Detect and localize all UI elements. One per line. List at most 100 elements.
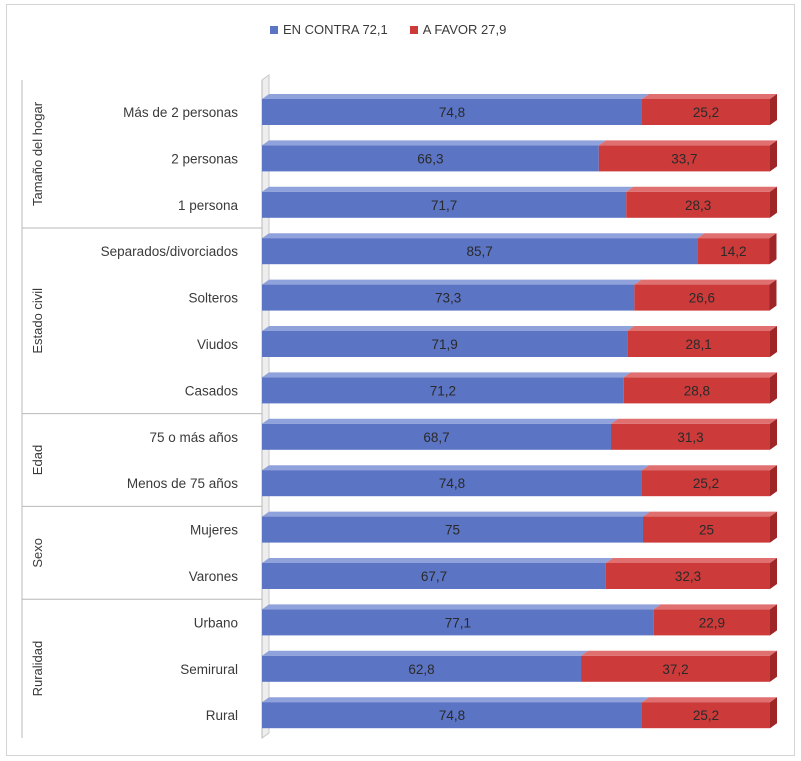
bar-en-contra-mujeres: [262, 516, 643, 543]
bar-a-favor-urbano: [653, 609, 770, 636]
value-label-en-contra-semirural: 62,8: [408, 662, 434, 677]
bar-side-urbano: [770, 604, 777, 636]
category-label-solteros: Solteros: [188, 291, 238, 306]
value-label-en-contra-varones: 67,7: [421, 569, 447, 584]
value-label-en-contra-mas-de-2-personas: 74,8: [439, 105, 465, 120]
bar-a-favor-menos-de-75-anos: [641, 470, 770, 497]
bar-side-casados: [770, 372, 777, 404]
category-label-2-personas: 2 personas: [171, 151, 238, 166]
legend-label-a-favor: A FAVOR 27,9: [422, 22, 507, 37]
bar-top-a-favor-varones: [605, 558, 777, 563]
value-label-a-favor-separados-divorciados: 14,2: [720, 244, 746, 259]
category-label-75-o-mas-anos: 75 o más años: [149, 430, 238, 445]
bar-top-en-contra-viudos: [262, 326, 635, 331]
legend: EN CONTRA 72,1 A FAVOR 27,9: [270, 22, 506, 37]
axis-wall: [261, 74, 270, 739]
value-label-a-favor-mas-de-2-personas: 25,2: [693, 105, 719, 120]
value-label-en-contra-1-persona: 71,7: [431, 198, 457, 213]
bar-top-a-favor-mujeres: [643, 511, 777, 517]
value-label-a-favor-urbano: 22,9: [699, 615, 725, 630]
bar-side-2-personas: [770, 140, 777, 172]
bar-en-contra-rural: [262, 702, 642, 729]
bar-side-separados-divorciados: [769, 233, 777, 265]
category-label-urbano: Urbano: [194, 615, 238, 630]
bar-top-en-contra-2-personas: [262, 140, 606, 146]
bar-top-en-contra-mas-de-2-personas: [262, 94, 649, 99]
bar-a-favor-rural: [641, 702, 770, 729]
category-label-viudos: Viudos: [197, 337, 238, 352]
category-label-1-persona: 1 persona: [178, 198, 239, 213]
bar-side-75-o-mas-anos: [770, 418, 777, 450]
group-label-edad: Edad: [30, 445, 45, 475]
category-label-semirural: Semirural: [180, 662, 238, 677]
value-label-a-favor-casados: 28,8: [684, 383, 710, 398]
value-label-a-favor-varones: 32,3: [675, 569, 701, 584]
legend-swatch-en-contra: [270, 25, 278, 34]
bar-a-favor-mujeres: [643, 516, 770, 543]
bar-a-favor-2-personas: [598, 145, 770, 172]
bar-top-a-favor-solteros: [634, 279, 777, 285]
category-label-mujeres: Mujeres: [190, 523, 238, 538]
bar-side-solteros: [769, 279, 777, 311]
value-label-a-favor-viudos: 28,1: [685, 337, 711, 352]
bar-a-favor-casados: [623, 377, 770, 404]
bar-a-favor-viudos: [627, 331, 770, 357]
bar-en-contra-2-personas: [262, 145, 599, 172]
bar-en-contra-1-persona: [262, 191, 627, 218]
bar-top-a-favor-menos-de-75-anos: [641, 465, 777, 471]
bar-en-contra-75-o-mas-anos: [262, 423, 611, 450]
value-label-en-contra-mujeres: 75: [445, 523, 460, 538]
category-label-mas-de-2-personas: Más de 2 personas: [123, 105, 238, 120]
group-label-estado-civil: Estado civil: [30, 288, 45, 354]
bar-side-viudos: [770, 326, 777, 357]
legend-label-en-contra: EN CONTRA 72,1: [283, 22, 388, 37]
bar-side-mas-de-2-personas: [770, 94, 777, 125]
bar-top-a-favor-separados-divorciados: [697, 233, 777, 239]
value-label-a-favor-75-o-mas-anos: 31,3: [677, 430, 703, 445]
bar-side-rural: [770, 697, 777, 729]
bar-top-en-contra-menos-de-75-anos: [262, 465, 649, 471]
value-label-en-contra-casados: 71,2: [430, 383, 456, 398]
value-label-a-favor-2-personas: 33,7: [671, 151, 697, 166]
group-label-ruralidad: Ruralidad: [30, 641, 45, 697]
legend-item-en-contra: EN CONTRA 72,1: [270, 22, 388, 37]
bar-top-en-contra-casados: [262, 372, 631, 378]
bar-top-en-contra-1-persona: [262, 186, 634, 192]
bar-top-en-contra-mujeres: [262, 511, 650, 517]
category-label-menos-de-75-anos: Menos de 75 años: [127, 476, 238, 491]
bar-en-contra-separados-divorciados: [262, 238, 698, 265]
value-label-en-contra-2-personas: 66,3: [417, 151, 443, 166]
bar-top-a-favor-urbano: [653, 604, 777, 610]
bar-a-favor-semirural: [581, 655, 770, 682]
value-label-a-favor-semirural: 37,2: [662, 662, 688, 677]
bar-en-contra-varones: [262, 563, 606, 589]
legend-swatch-a-favor: [409, 25, 418, 34]
bar-top-en-contra-semirural: [262, 650, 589, 656]
bar-en-contra-solteros: [262, 284, 635, 311]
bar-side-semirural: [770, 650, 777, 682]
bar-top-en-contra-varones: [262, 558, 613, 563]
bar-top-a-favor-viudos: [627, 326, 777, 331]
value-label-en-contra-urbano: 77,1: [445, 615, 471, 630]
value-label-en-contra-viudos: 71,9: [431, 337, 457, 352]
bar-a-favor-separados-divorciados: [697, 238, 770, 265]
value-label-en-contra-separados-divorciados: 85,7: [467, 244, 493, 259]
value-label-a-favor-rural: 25,2: [693, 708, 719, 723]
bar-top-a-favor-casados: [623, 372, 777, 378]
category-label-casados: Casados: [185, 383, 239, 398]
legend-item-a-favor: A FAVOR 27,9: [409, 22, 507, 37]
bar-top-en-contra-urbano: [262, 604, 661, 610]
category-label-varones: Varones: [189, 569, 239, 584]
bar-side-mujeres: [770, 511, 777, 543]
bar-top-a-favor-1-persona: [626, 186, 777, 192]
value-label-a-favor-1-persona: 28,3: [685, 198, 711, 213]
bar-en-contra-mas-de-2-personas: [262, 99, 642, 125]
bar-top-a-favor-mas-de-2-personas: [641, 94, 777, 99]
bar-top-a-favor-rural: [641, 697, 777, 703]
bar-top-en-contra-75-o-mas-anos: [262, 418, 618, 424]
bar-a-favor-75-o-mas-anos: [610, 423, 770, 450]
bar-side-varones: [770, 558, 777, 589]
bar-en-contra-casados: [262, 377, 624, 404]
bar-top-en-contra-rural: [262, 697, 649, 703]
